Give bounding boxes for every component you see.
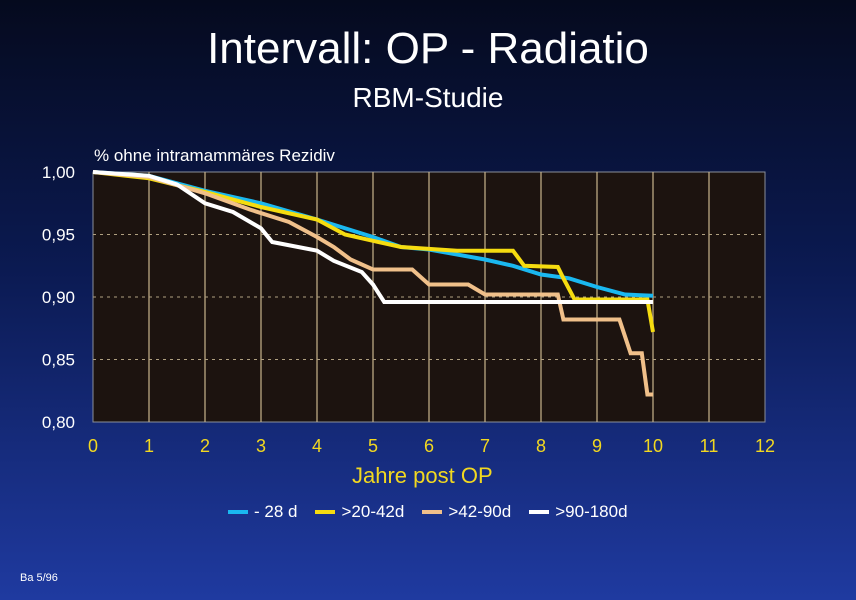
x-tick-label: 9 <box>592 436 602 456</box>
x-tick-label: 7 <box>480 436 490 456</box>
y-tick-label: 0,85 <box>42 351 75 370</box>
x-tick-label: 1 <box>144 436 154 456</box>
legend-label: >20-42d <box>341 502 405 521</box>
legend-label: - 28 d <box>254 502 298 521</box>
x-tick-label: 10 <box>643 436 663 456</box>
x-tick-label: 6 <box>424 436 434 456</box>
footer-note: Ba 5/96 <box>20 572 58 584</box>
x-tick-label: 3 <box>256 436 266 456</box>
x-axis-label: Jahre post OP <box>352 463 493 488</box>
x-tick-label: 11 <box>700 436 719 456</box>
y-tick-label: 1,00 <box>42 163 75 182</box>
x-tick-label: 12 <box>755 436 775 456</box>
legend-swatch <box>315 510 336 514</box>
x-tick-label: 4 <box>312 436 322 456</box>
y-tick-label: 0,95 <box>42 226 75 245</box>
slide-subtitle: RBM-Studie <box>352 82 504 113</box>
legend-swatch <box>228 510 248 514</box>
legend-item: >42-90d <box>422 502 511 522</box>
legend-item: >90-180d <box>529 502 628 522</box>
y-tick-label: 0,90 <box>42 288 75 307</box>
legend-label: >90-180d <box>555 502 628 521</box>
legend-swatch <box>529 510 550 514</box>
legend: - 28 d >20-42d >42-90d >90-180d <box>228 502 628 522</box>
legend-item: >20-42d <box>315 502 404 522</box>
x-tick-label: 8 <box>536 436 546 456</box>
y-axis-label: % ohne intramammäres Rezidiv <box>94 146 335 165</box>
x-tick-label: 5 <box>368 436 378 456</box>
series-line-1 <box>92 170 655 333</box>
y-tick-label: 0,80 <box>42 413 75 432</box>
x-tick-label: 2 <box>200 436 210 456</box>
series-line-3 <box>92 170 653 304</box>
slide-title: Intervall: OP - Radiatio <box>207 24 649 73</box>
legend-swatch <box>422 510 443 514</box>
legend-item: - 28 d <box>228 502 297 522</box>
series-line-2 <box>92 170 653 397</box>
x-tick-label: 0 <box>88 436 98 456</box>
legend-label: >42-90d <box>448 502 512 521</box>
